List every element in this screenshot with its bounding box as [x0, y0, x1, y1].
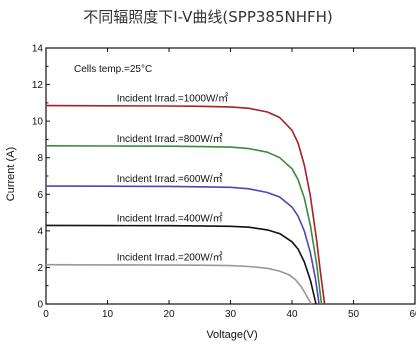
y-axis-label: Current (A): [5, 147, 17, 201]
x-axis-label: Voltage(V): [206, 329, 257, 341]
chart-title: 不同辐照度下I-V曲线(SPP385NHFH): [83, 8, 333, 26]
y-tick-label: 0: [37, 300, 43, 311]
x-tick-label: 30: [225, 309, 237, 320]
y-tick-label: 6: [37, 190, 43, 201]
y-tick-label: 14: [32, 44, 44, 55]
series-label-2: Incident Irrad.=800W/㎡: [117, 133, 223, 145]
x-tick-label: 60: [409, 309, 416, 320]
series-labels: Incident Irrad.=1000W/㎡ Incident Irrad.=8…: [117, 93, 228, 264]
series-label-5: Incident Irrad.=200W/㎡: [117, 252, 223, 264]
y-tick-label: 12: [32, 80, 44, 91]
x-tick-label: 50: [348, 309, 360, 320]
series-line-3: [45, 185, 320, 305]
cell-temperature-annotation: Cells temp.=25°C: [74, 64, 152, 75]
y-tick-label: 4: [37, 226, 43, 237]
x-tick-label: 20: [163, 309, 175, 320]
series-label-1: Incident Irrad.=1000W/㎡: [117, 93, 228, 105]
series-lines: [45, 104, 326, 305]
x-tick-label: 10: [102, 309, 114, 320]
y-tick-label: 10: [32, 117, 44, 128]
axis-ticks: 0 10 20 30 40 50 60 0 2 4 6 8 10 12 14: [32, 44, 416, 321]
series-label-3: Incident Irrad.=600W/㎡: [117, 173, 223, 185]
series-label-4: Incident Irrad.=400W/㎡: [117, 212, 223, 224]
series-line-2: [45, 145, 323, 305]
series-line-1: [45, 104, 326, 305]
y-tick-label: 2: [37, 263, 43, 274]
series-line-5: [45, 263, 312, 305]
y-tick-label: 8: [37, 153, 43, 164]
x-tick-label: 40: [286, 309, 298, 320]
x-tick-label: 0: [43, 309, 49, 320]
series-line-4: [45, 224, 317, 305]
